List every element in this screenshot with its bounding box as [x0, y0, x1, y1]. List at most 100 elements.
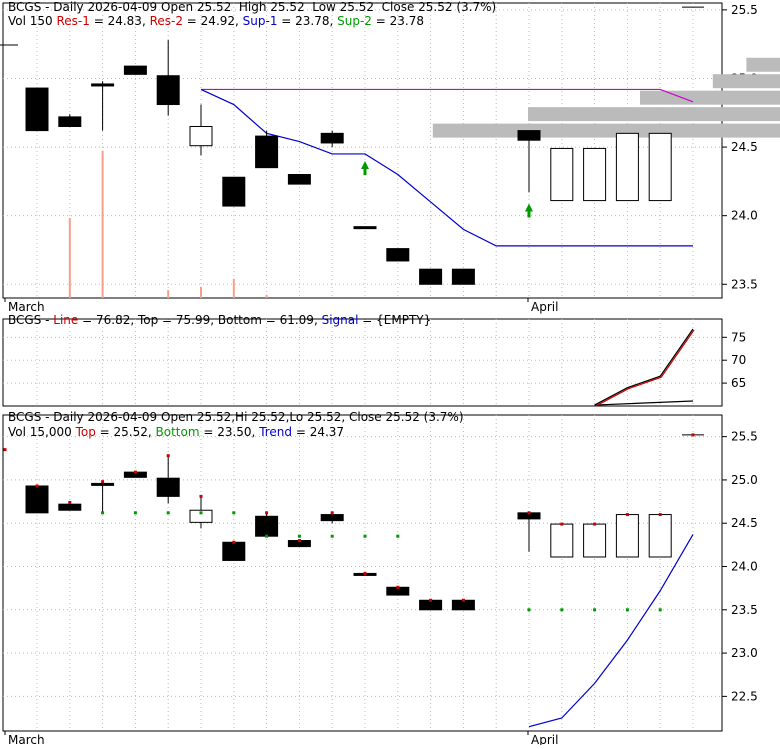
top-marker — [297, 539, 301, 543]
trend-header-line1: BCGS - Daily 2026-04-09 Open 25.52,Hi 25… — [8, 410, 464, 424]
x-tick-label: April — [531, 300, 558, 314]
trend-candle-body — [320, 514, 344, 522]
header-segment: BCGS - Daily 2026-04-09 Open 25.52,Hi 25… — [8, 410, 464, 424]
bottom-dot — [166, 511, 170, 515]
header-segment: = {EMPTY} — [358, 313, 432, 327]
resistance-line — [201, 88, 694, 103]
top-marker — [429, 598, 433, 602]
trend-candle-body — [25, 485, 49, 514]
bottom-dot — [232, 511, 236, 515]
top-marker — [166, 454, 170, 458]
bottom-dot — [297, 534, 301, 538]
header-segment: Vol 150 — [8, 14, 57, 28]
volume-profile-bar — [712, 74, 780, 89]
top-marker — [101, 480, 105, 484]
header-segment: = 24.37 — [292, 425, 345, 439]
indicator-panel: 75 70 65 — [2, 318, 746, 407]
top-marker — [396, 585, 400, 589]
x-tick-label: April — [531, 733, 558, 745]
volume-profile-bar — [432, 123, 780, 138]
bottom-dot — [330, 534, 334, 538]
support-line — [200, 88, 693, 247]
bottom-dot — [625, 608, 629, 612]
y-tick-label: 24.0 — [731, 560, 758, 574]
header-segment: Line — [53, 313, 79, 327]
bottom-dot — [363, 534, 367, 538]
header-segment: = 23.78 — [371, 14, 424, 28]
header-segment: = 23.50, — [199, 425, 260, 439]
bottom-dot — [658, 608, 662, 612]
price-header-line1: BCGS - Daily 2026-04-09 Open 25.52 High … — [8, 0, 496, 14]
bottom-dot — [265, 534, 269, 538]
header-segment: Bottom — [155, 425, 200, 439]
bottom-dot — [101, 511, 105, 515]
indicator-line — [595, 329, 695, 407]
y-tick-label: 25.5 — [731, 3, 758, 17]
price-candle-body — [419, 268, 443, 285]
header-segment: = 75.99, — [158, 313, 218, 327]
header-segment: = 25.52, — [95, 425, 156, 439]
bottom-dot — [527, 608, 531, 612]
indicator-header: BCGS - Line = 76.82, Top = 75.99, Bottom… — [8, 313, 431, 327]
header-segment: = 76.82, — [78, 313, 138, 327]
price-candle-body — [615, 132, 639, 202]
price-candle-body — [583, 147, 607, 202]
y-tick-label: 23.5 — [731, 277, 758, 291]
y-tick-label: 25.5 — [731, 430, 758, 444]
volume-profile-bar — [640, 90, 780, 105]
top-marker — [593, 522, 597, 526]
buy-arrow-icon — [525, 203, 533, 218]
price-candle-body — [123, 65, 147, 75]
header-segment: Res-1 — [56, 14, 90, 28]
indicator-line-shadow — [594, 328, 694, 406]
top-marker — [3, 448, 7, 452]
trend-candle-body — [58, 503, 82, 511]
volume-profile-bar — [528, 107, 780, 122]
bottom-dot — [560, 608, 564, 612]
y-tick-label: 24.5 — [731, 140, 758, 154]
header-segment: Sup-1 — [242, 14, 278, 28]
header-segment: Top — [75, 425, 96, 439]
price-candle-body — [189, 125, 213, 147]
header-segment: Signal — [321, 313, 359, 327]
y-tick-label: 70 — [731, 353, 746, 367]
price-candle-body — [222, 176, 246, 207]
trend-candle-body — [550, 523, 574, 558]
price-header-line2: Vol 150 Res-1 = 24.83, Res-2 = 24.92, Su… — [8, 14, 424, 28]
top-marker — [691, 433, 695, 437]
top-marker — [330, 511, 334, 515]
trend-candle-body — [648, 514, 672, 558]
header-segment: Res-2 — [149, 14, 183, 28]
header-segment: Trend — [259, 425, 293, 439]
trend-line — [528, 534, 694, 728]
x-tick-label: March — [8, 733, 45, 745]
price-candle-body — [287, 174, 311, 185]
header-segment: Bottom — [217, 313, 262, 327]
price-candle-body — [156, 75, 180, 106]
price-candle-body — [25, 87, 49, 132]
header-segment: BCGS - — [8, 313, 54, 327]
top-marker — [625, 513, 629, 517]
top-marker — [133, 470, 137, 474]
trend-candle-body — [615, 514, 639, 558]
header-segment: Top — [137, 313, 159, 327]
trend-candle-body — [189, 509, 213, 523]
panel-frame — [2, 2, 723, 299]
top-marker — [68, 500, 72, 504]
buy-arrow-icon — [361, 161, 369, 176]
header-segment: = 61.09, — [261, 313, 322, 327]
price-candle-body — [353, 226, 377, 230]
header-segment: BCGS - Daily 2026-04-09 Open 25.52 High … — [8, 0, 497, 14]
y-tick-label: 25.0 — [731, 473, 758, 487]
bottom-dot — [396, 534, 400, 538]
price-candle-body — [517, 130, 541, 141]
header-segment: = 24.92, — [182, 14, 243, 28]
y-tick-label: 24.5 — [731, 516, 758, 530]
price-candle-body — [255, 135, 279, 169]
price-candle-body — [386, 248, 410, 262]
trend-header-line2: Vol 15,000 Top = 25.52, Bottom = 23.50, … — [8, 425, 344, 439]
bottom-dot — [199, 511, 203, 515]
top-marker — [560, 522, 564, 526]
